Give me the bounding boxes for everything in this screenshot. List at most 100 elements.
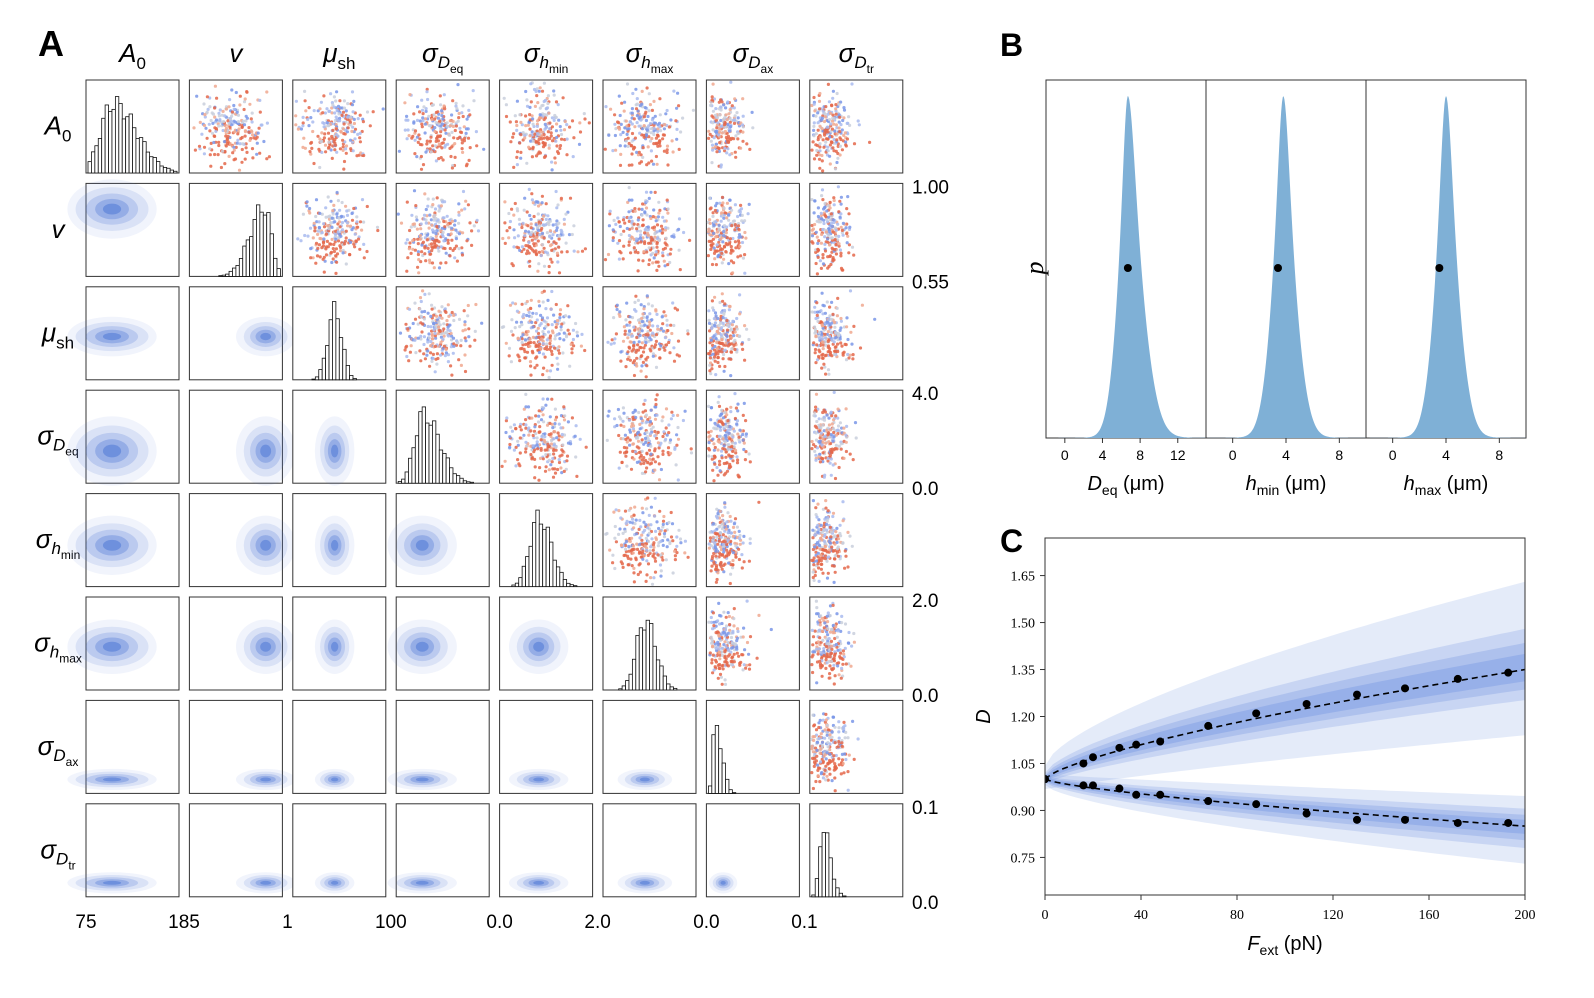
scatter-point: [664, 226, 668, 230]
scatter-point: [542, 136, 546, 140]
scatter-point: [524, 426, 528, 430]
scatter-point: [823, 336, 828, 340]
scatter-point: [708, 233, 712, 237]
scatter-point: [739, 203, 743, 207]
scatter-point: [645, 420, 649, 424]
scatter-point: [398, 331, 403, 335]
scatter-point: [736, 239, 741, 243]
scatter-point: [726, 100, 730, 104]
scatter-point: [720, 251, 724, 255]
scatter-point: [308, 206, 312, 211]
scatter-point: [630, 122, 634, 126]
histogram-bar: [225, 273, 230, 277]
scatter-point: [731, 441, 735, 445]
scatter-point: [827, 264, 831, 268]
scatter-point: [425, 87, 429, 91]
scatter-point: [516, 353, 520, 357]
scatter-point: [643, 231, 647, 235]
scatter-point: [524, 405, 528, 409]
scatter-point: [678, 268, 682, 272]
scatter-point: [450, 226, 454, 230]
scatter-point: [571, 155, 575, 159]
scatter-point: [711, 352, 715, 356]
scatter-point: [819, 211, 823, 215]
scatter-point: [644, 470, 648, 474]
scatter-point: [721, 357, 725, 361]
pair-cell: [188, 79, 283, 174]
scatter-point: [816, 319, 820, 323]
scatter-point: [301, 115, 305, 119]
scatter-point: [833, 167, 838, 171]
scatter-point: [815, 235, 819, 239]
scatter-point: [525, 313, 529, 318]
scatter-point: [441, 158, 445, 162]
scatter-point: [643, 228, 647, 232]
scatter-point: [736, 473, 740, 477]
scatter-point: [718, 300, 722, 305]
scatter-point: [641, 458, 645, 462]
scatter-point: [714, 427, 718, 431]
scatter-point: [838, 328, 842, 332]
scatter-point: [608, 209, 612, 213]
scatter-point: [533, 104, 538, 108]
scatter-point: [375, 225, 380, 229]
scatter-point: [814, 361, 818, 365]
scatter-point: [265, 121, 269, 125]
scatter-point: [543, 113, 547, 117]
scatter-point: [430, 223, 434, 227]
scatter-point: [453, 128, 457, 133]
scatter-point: [429, 325, 433, 329]
scatter-point: [533, 425, 537, 429]
scatter-point: [546, 397, 550, 401]
histogram-bar: [276, 268, 281, 277]
scatter-point: [653, 434, 657, 438]
scatter-point: [708, 369, 712, 373]
scatter-point: [566, 328, 570, 332]
scatter-point: [547, 468, 551, 472]
scatter-point: [631, 411, 635, 415]
scatter-point: [621, 218, 626, 222]
scatter-point: [714, 263, 719, 267]
scatter-point: [635, 335, 639, 340]
scatter-point: [258, 151, 262, 155]
scatter-point: [672, 235, 676, 239]
scatter-point: [550, 289, 554, 294]
scatter-point: [446, 325, 450, 329]
scatter-point: [335, 90, 339, 94]
scatter-point: [675, 443, 679, 447]
scatter-point: [434, 357, 438, 361]
scatter-point: [823, 235, 827, 239]
scatter-point: [425, 139, 429, 143]
scatter-point: [553, 430, 557, 434]
scatter-point: [539, 346, 543, 350]
scatter-point: [256, 131, 260, 135]
scatter-point: [415, 218, 419, 222]
scatter-point: [639, 240, 643, 244]
scatter-point: [521, 333, 525, 337]
scatter-point: [720, 211, 724, 215]
scatter-point: [835, 132, 839, 136]
scatter-point: [331, 103, 335, 107]
scatter-point: [427, 221, 431, 225]
scatter-point: [825, 209, 829, 213]
histogram-bar: [335, 318, 340, 381]
scatter-point: [623, 329, 627, 333]
scatter-point: [559, 132, 564, 137]
scatter-point: [301, 124, 305, 128]
scatter-point: [427, 258, 432, 262]
scatter-point: [619, 122, 623, 126]
scatter-point: [847, 243, 852, 247]
scatter-point: [311, 129, 315, 134]
scatter-point: [344, 236, 348, 240]
pair-cell: [809, 79, 904, 174]
scatter-point: [209, 164, 213, 168]
scatter-point: [346, 115, 350, 119]
column-header-symbol: σ: [422, 38, 439, 68]
scatter-point: [559, 328, 563, 332]
scatter-point: [626, 336, 630, 340]
scatter-point: [624, 318, 628, 322]
row-header: σhmax: [34, 628, 82, 666]
scatter-point: [632, 347, 636, 351]
scatter-point: [512, 228, 516, 232]
scatter-point: [848, 123, 852, 127]
